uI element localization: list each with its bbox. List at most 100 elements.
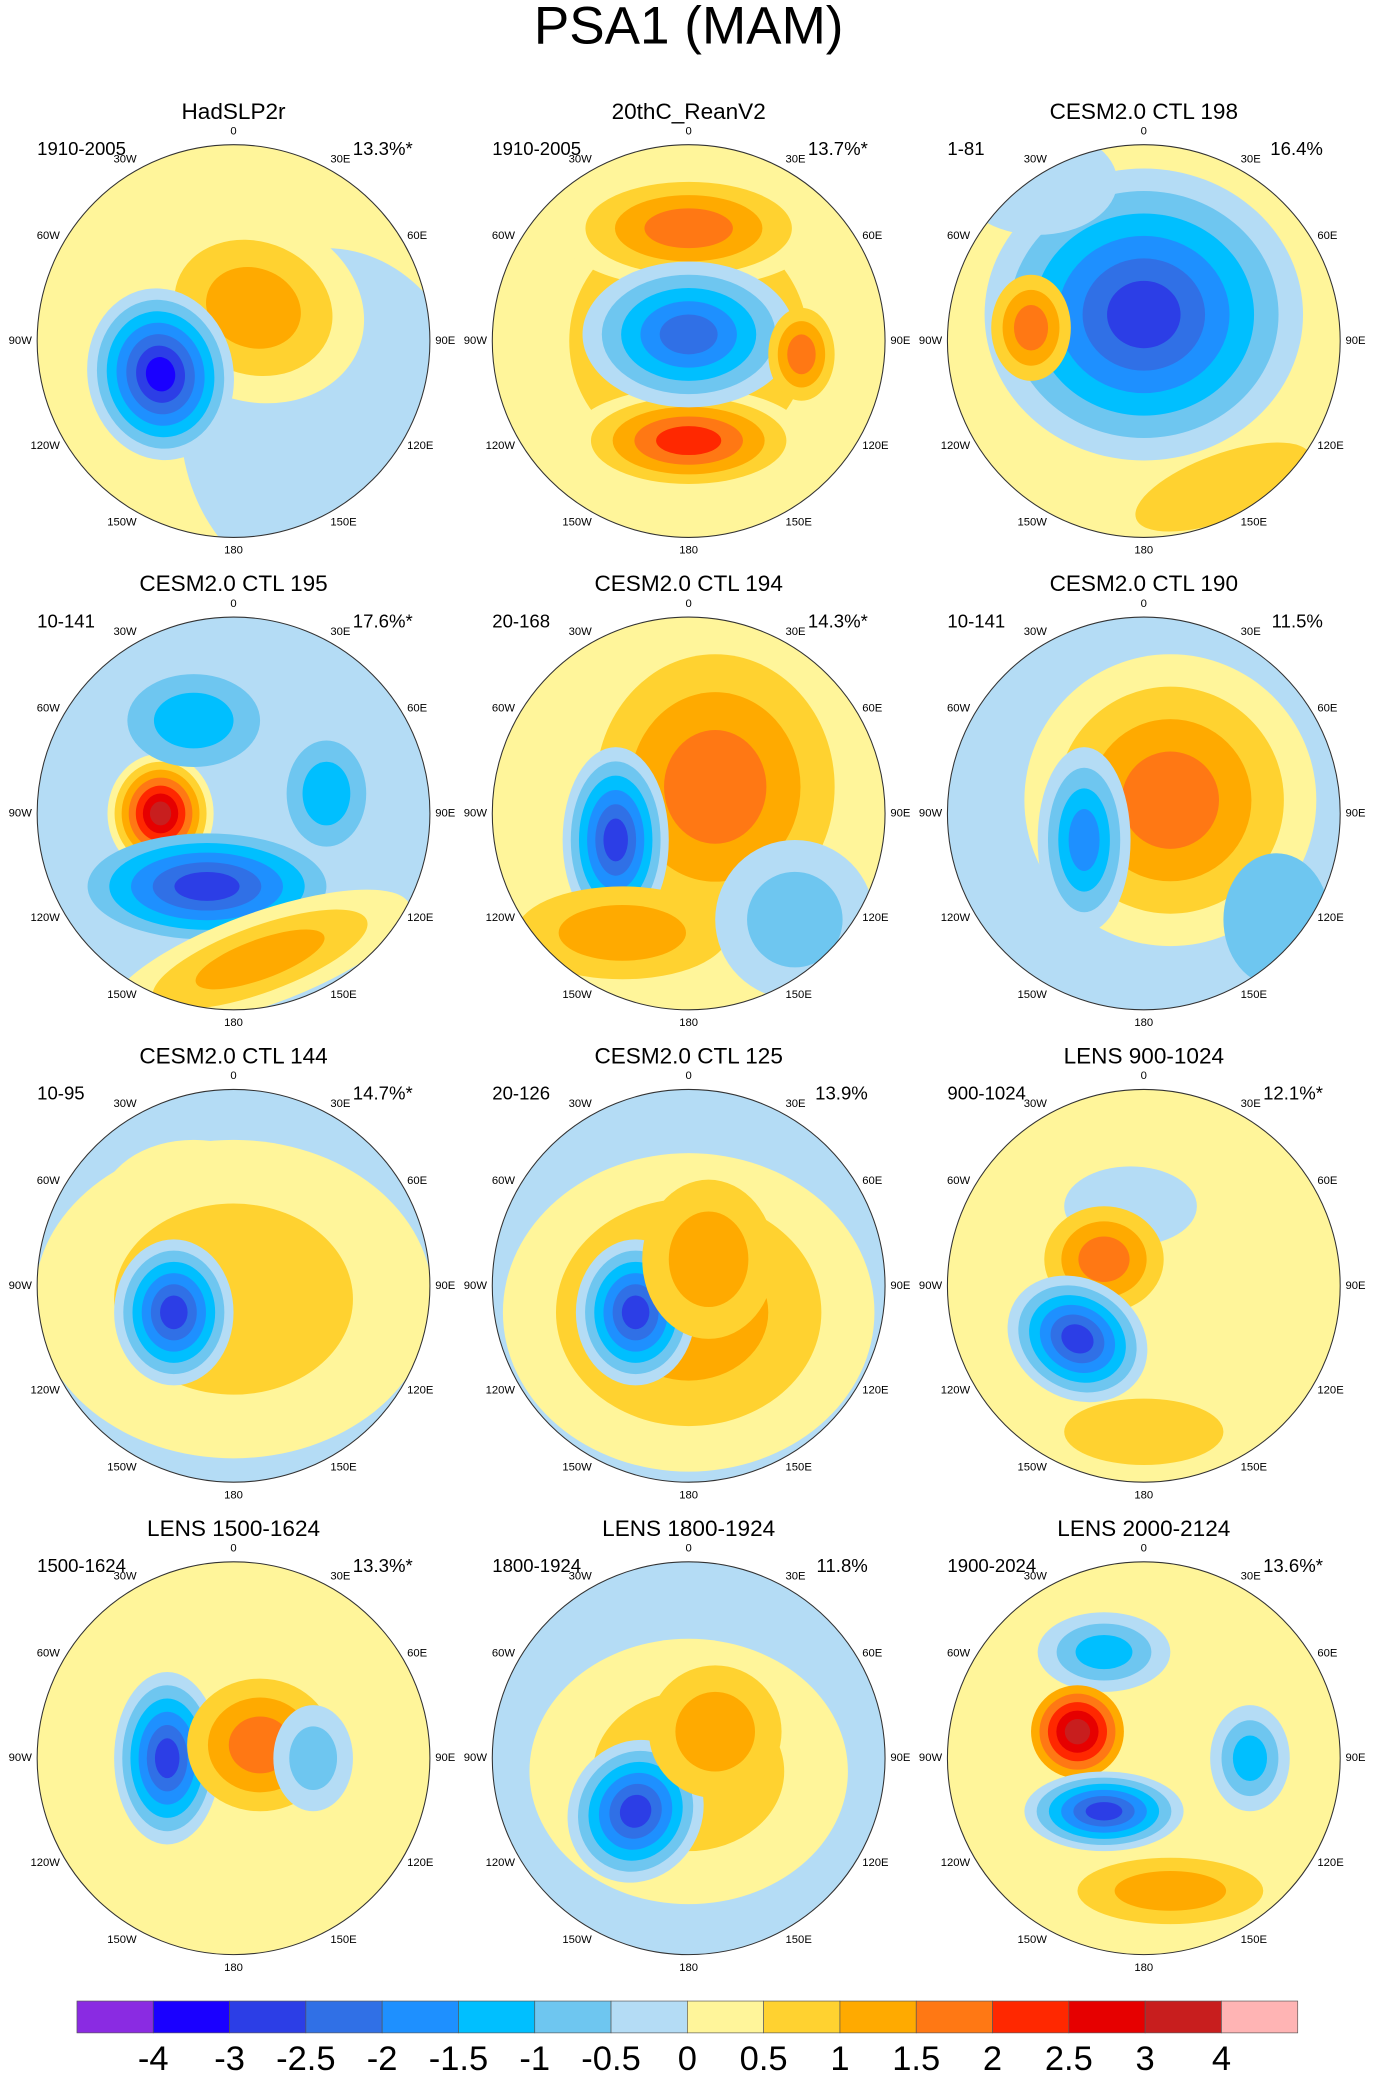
longitude-label: 120E [407, 1857, 434, 1869]
longitude-label: 150E [1241, 989, 1268, 1001]
panel-title: CESM2.0 CTL 194 [594, 571, 782, 596]
longitude-label: 60W [492, 703, 516, 715]
longitude-label: 0 [686, 598, 692, 610]
longitude-label: 150W [1018, 1934, 1048, 1946]
longitude-label: 60W [947, 1647, 971, 1659]
contour-fill [1075, 1634, 1133, 1670]
colorbar-box [305, 2000, 383, 2034]
longitude-label: 120E [407, 440, 434, 452]
longitude-label: 30W [1024, 153, 1048, 165]
map-border [491, 1561, 886, 1956]
longitude-label: 150W [107, 1934, 137, 1946]
contour-fill [603, 818, 628, 862]
contour-fill [1064, 1719, 1091, 1745]
longitude-label: 90W [9, 1280, 33, 1292]
longitude-label: 120W [941, 912, 971, 924]
panel-title: CESM2.0 CTL 144 [139, 1044, 327, 1069]
longitude-label: 180 [1134, 1489, 1153, 1501]
longitude-label: 60W [37, 703, 61, 715]
contour-fill [787, 334, 816, 375]
contour-fill [174, 871, 240, 901]
panel-title: HadSLP2r [182, 99, 287, 124]
colorbar-box [76, 2000, 154, 2034]
longitude-label: 60E [407, 230, 428, 242]
longitude-label: 30E [330, 1571, 351, 1583]
longitude-label: 90E [1345, 807, 1366, 819]
contour-fill [1107, 280, 1181, 349]
longitude-label: 90W [464, 807, 488, 819]
contour-fill [145, 357, 176, 392]
longitude-label: 30E [330, 626, 351, 638]
panel-title: LENS 900-1024 [1064, 1044, 1224, 1069]
panel-percent: 13.6%* [1263, 1555, 1323, 1576]
longitude-label: 180 [1134, 1017, 1153, 1029]
longitude-label: 30E [1241, 626, 1262, 638]
polar-map [37, 617, 430, 1010]
longitude-label: 30W [1024, 626, 1048, 638]
panel-percent: 13.9% [815, 1083, 868, 1104]
contour-fill [664, 730, 767, 844]
contour-fill [1061, 1324, 1094, 1354]
longitude-label: 120W [486, 912, 516, 924]
panel-percent: 11.8% [817, 1555, 868, 1576]
longitude-label: 60W [947, 703, 971, 715]
colorbar-box [1221, 2000, 1299, 2034]
panel-title: CESM2.0 CTL 190 [1050, 571, 1238, 596]
longitude-label: 120W [30, 1857, 60, 1869]
contour-fill [1064, 1398, 1224, 1465]
colorbar-label: 3 [1136, 2040, 1155, 2078]
colorbar-box [381, 2000, 459, 2034]
longitude-label: 0 [686, 125, 692, 137]
longitude-label: 150E [1241, 517, 1268, 529]
panel-percent: 13.7%* [808, 138, 868, 159]
colorbar-box [839, 2000, 917, 2034]
longitude-label: 90E [890, 335, 911, 347]
panel-percent: 11.5% [1272, 610, 1323, 631]
longitude-label: 60E [1317, 1175, 1338, 1187]
colorbar-label: 0 [678, 2040, 697, 2078]
longitude-label: 90W [9, 807, 33, 819]
longitude-label: 150E [786, 1934, 813, 1946]
longitude-label: 150E [1241, 1934, 1268, 1946]
panel-period: 10-141 [37, 610, 95, 631]
contour-fill [1114, 1871, 1227, 1911]
contour-fill [619, 1794, 652, 1828]
longitude-label: 150W [562, 517, 592, 529]
longitude-label: 120W [486, 1385, 516, 1397]
panel-title: CESM2.0 CTL 125 [594, 1044, 782, 1069]
longitude-label: 180 [679, 545, 698, 557]
contour-fill [1232, 1735, 1268, 1781]
panel-period: 1-81 [947, 138, 984, 159]
panel-percent: 17.6%* [353, 610, 413, 631]
longitude-label: 150E [786, 989, 813, 1001]
longitude-label: 0 [1141, 1070, 1147, 1082]
longitude-label: 30E [1241, 1571, 1262, 1583]
longitude-label: 180 [224, 1962, 243, 1974]
longitude-label: 90W [9, 1752, 33, 1764]
longitude-label: 150W [562, 989, 592, 1001]
polar-map [37, 1561, 430, 1955]
longitude-label: 150E [1241, 1461, 1268, 1473]
map-border [491, 616, 886, 1011]
polar-map [492, 1561, 886, 1955]
longitude-label: 150E [786, 1461, 813, 1473]
longitude-label: 90E [1345, 335, 1366, 347]
colorbar-label: 4 [1212, 2040, 1231, 2078]
longitude-label: 150W [562, 1934, 592, 1946]
panel-percent: 14.3%* [808, 610, 868, 631]
longitude-label: 30E [786, 1571, 807, 1583]
longitude-label: 60E [862, 1175, 883, 1187]
longitude-label: 90E [1345, 1280, 1366, 1292]
longitude-label: 150W [1018, 517, 1048, 529]
longitude-label: 150W [107, 1461, 137, 1473]
map-border [36, 1561, 431, 1956]
longitude-label: 120W [30, 912, 60, 924]
colorbar-label: -3 [214, 2040, 245, 2078]
panel-period: 900-1024 [947, 1083, 1025, 1104]
longitude-label: 60E [862, 230, 883, 242]
longitude-label: 120W [30, 440, 60, 452]
colorbar-box [152, 2000, 230, 2034]
polar-map [947, 1089, 1341, 1483]
panel-period: 20-168 [492, 610, 550, 631]
longitude-label: 180 [224, 1489, 243, 1501]
